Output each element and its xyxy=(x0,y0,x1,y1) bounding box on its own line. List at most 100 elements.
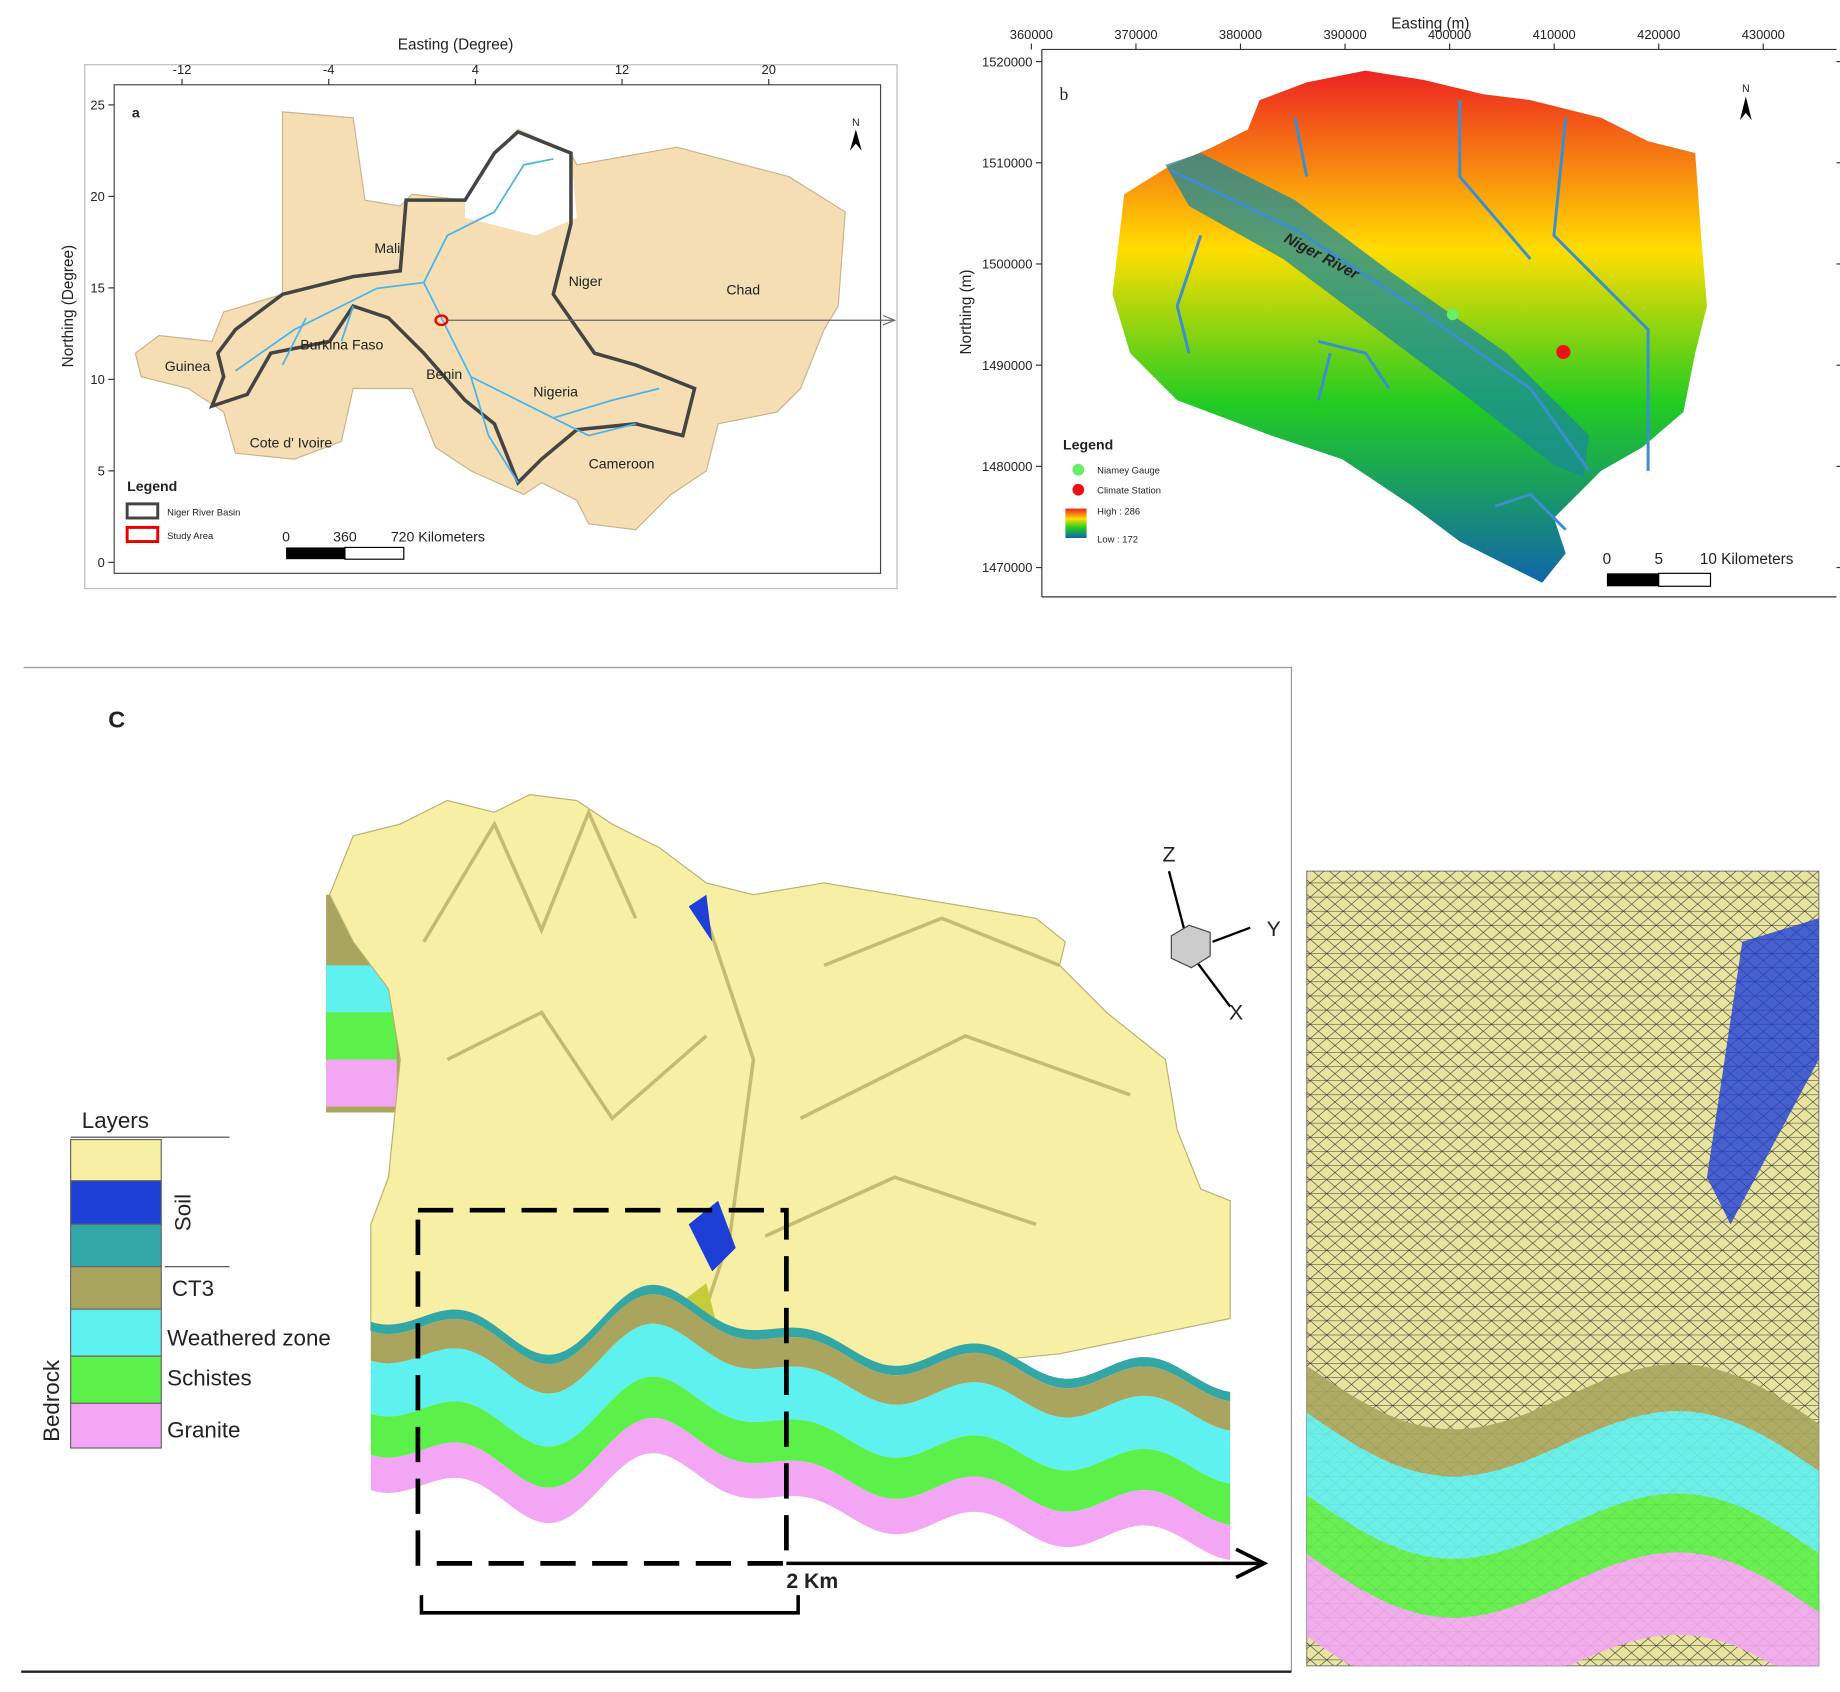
label: Cote d' Ivoire xyxy=(250,434,333,450)
legend-swatch xyxy=(125,525,160,544)
label: Granite xyxy=(167,1417,240,1442)
label: 360 xyxy=(333,529,357,545)
label: Climate Station xyxy=(1097,484,1161,495)
north-arrow xyxy=(1739,96,1752,121)
layer-band xyxy=(370,1294,1231,1431)
back-band xyxy=(326,1059,397,1107)
label: 390000 xyxy=(1323,27,1366,42)
label: Z xyxy=(1163,844,1176,867)
label: Guinea xyxy=(165,358,211,374)
label: Soil xyxy=(171,1194,196,1231)
zoom-arrow xyxy=(786,1547,1269,1580)
label: Legend xyxy=(127,478,177,494)
back-band xyxy=(326,1012,397,1060)
label: Bedrock xyxy=(39,1359,64,1442)
label: Benin xyxy=(426,366,462,382)
label: 430000 xyxy=(1742,27,1785,42)
layer-band xyxy=(370,1323,1231,1484)
label: Mali xyxy=(374,240,400,256)
label: 410000 xyxy=(1533,27,1576,42)
label: 400000 xyxy=(1428,27,1471,42)
label: Study Area xyxy=(167,530,214,541)
label: Burkina Faso xyxy=(300,337,383,353)
zoom-band xyxy=(1306,1552,1819,1666)
ridges xyxy=(422,807,1131,1378)
soil-patch xyxy=(688,894,736,1272)
legend-swatch xyxy=(70,1308,162,1357)
legend-swatch xyxy=(70,1180,162,1225)
label: Northing (Degree) xyxy=(60,245,77,367)
zoom-band xyxy=(1306,1493,1819,1618)
label: 12 xyxy=(615,62,629,77)
label: Niamey Gauge xyxy=(1097,464,1160,475)
label: X xyxy=(1229,1001,1243,1024)
label: 5 xyxy=(1654,551,1663,568)
legend-swatch xyxy=(1072,483,1085,496)
layer-band xyxy=(370,1376,1231,1525)
label: -12 xyxy=(173,62,192,77)
legend-ramp xyxy=(1065,508,1087,539)
legend-swatch xyxy=(70,1138,162,1182)
legend-swatch xyxy=(1072,463,1085,476)
scale-bar xyxy=(1606,573,1659,587)
label: 4 xyxy=(472,62,479,77)
zoom-band xyxy=(1306,1364,1819,1477)
scale-bar xyxy=(344,546,405,560)
scale-bar xyxy=(1658,572,1712,587)
label: 1480000 xyxy=(982,459,1032,474)
terrain xyxy=(328,794,1231,1390)
label: Chad xyxy=(726,281,760,297)
label: N xyxy=(1742,83,1750,95)
label: 1510000 xyxy=(982,155,1032,170)
label: 1520000 xyxy=(982,54,1032,69)
layer-legend xyxy=(70,1138,162,1449)
label: 20 xyxy=(762,62,776,77)
label: 0 xyxy=(1603,551,1612,568)
label: Niger xyxy=(569,273,603,289)
basin-outline xyxy=(208,129,697,486)
label: Nigeria xyxy=(533,384,578,400)
label: -4 xyxy=(323,62,335,77)
scale-bracket xyxy=(419,1595,800,1615)
rivers xyxy=(234,158,660,484)
label: C xyxy=(108,707,125,733)
label: Northing (m) xyxy=(958,269,975,354)
label: Niger River Basin xyxy=(167,507,240,518)
label: 720 Kilometers xyxy=(391,529,485,545)
label: N xyxy=(852,117,860,129)
label: a xyxy=(132,105,140,121)
label: Cameroon xyxy=(589,456,655,472)
label: 20 xyxy=(90,189,104,204)
label: 25 xyxy=(90,98,104,113)
arrow xyxy=(447,314,897,326)
label: 360000 xyxy=(1010,27,1053,42)
label: 0 xyxy=(98,555,105,570)
label: High : 286 xyxy=(1097,505,1140,516)
zoom-layers xyxy=(1306,918,1819,1666)
station xyxy=(1556,344,1571,360)
label: b xyxy=(1060,84,1069,104)
zoom-box xyxy=(415,1207,789,1566)
label: 1470000 xyxy=(982,560,1032,575)
zoom-soil xyxy=(1706,918,1819,1225)
panel-border xyxy=(84,64,898,590)
label: Low : 172 xyxy=(1097,534,1138,545)
legend-swatch xyxy=(70,1355,162,1404)
label: Layers xyxy=(82,1108,149,1133)
label: Schistes xyxy=(167,1366,252,1391)
label: 0 xyxy=(282,529,290,545)
block-model xyxy=(326,794,1231,1561)
legend-swatch xyxy=(70,1402,162,1449)
axes-cube xyxy=(1170,924,1211,969)
north-arrow xyxy=(849,129,862,151)
label: Easting (Degree) xyxy=(398,36,514,53)
legend-swatch xyxy=(125,502,160,520)
legend-rule xyxy=(70,1136,230,1268)
label: Weathered zone xyxy=(167,1326,331,1351)
label: Y xyxy=(1267,918,1281,941)
scale-bar xyxy=(286,547,345,560)
gauge xyxy=(1446,308,1459,321)
river-valley xyxy=(1165,153,1590,477)
label: 5 xyxy=(98,464,105,479)
